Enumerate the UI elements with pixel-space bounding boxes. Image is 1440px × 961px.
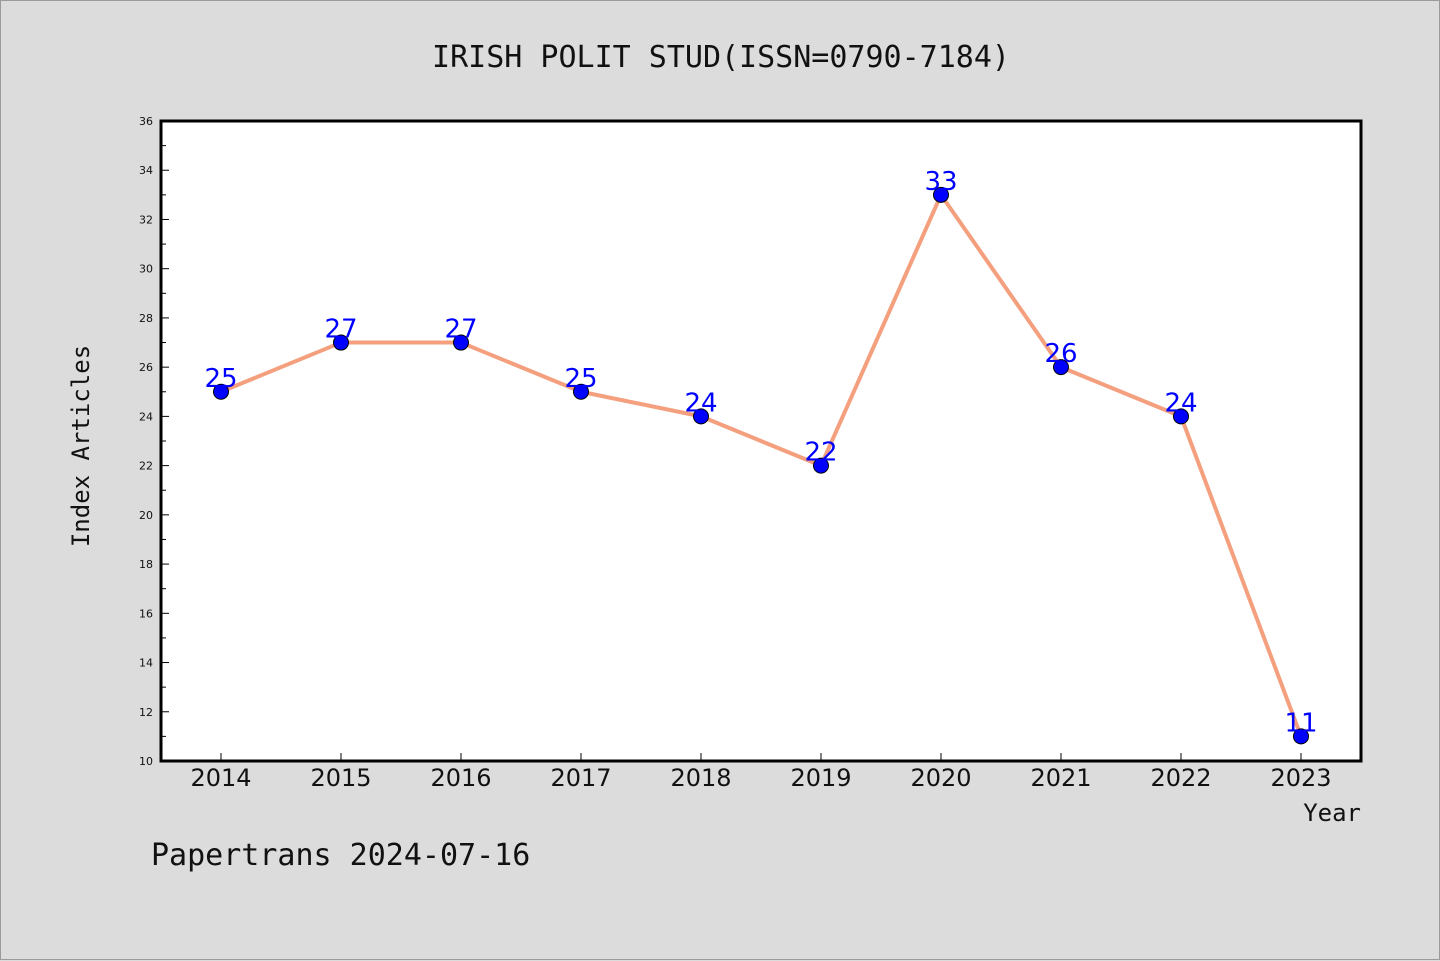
- x-tick-label: 2017: [550, 764, 611, 792]
- x-tick-label: 2021: [1030, 764, 1091, 792]
- footer-text: Papertrans 2024-07-16: [151, 838, 530, 873]
- x-tick-label: 2014: [190, 764, 251, 792]
- y-tick-label: 18: [139, 558, 153, 571]
- x-tick-label: 2019: [790, 764, 851, 792]
- y-tick-label: 26: [139, 361, 153, 374]
- y-tick-label: 12: [139, 706, 153, 719]
- y-tick-label: 10: [139, 755, 153, 768]
- x-tick-label: 2016: [430, 764, 491, 792]
- series-group: [213, 186, 1309, 745]
- plot-border: [159, 119, 1363, 763]
- x-axis-label: Year: [1303, 799, 1361, 827]
- y-tick-label: 14: [139, 657, 153, 670]
- data-point: [1173, 408, 1189, 425]
- y-tick-label: 22: [139, 460, 153, 473]
- data-label: 25: [204, 364, 237, 394]
- data-point: [693, 408, 709, 425]
- series-line: [220, 192, 1303, 738]
- y-tick-label: 36: [139, 115, 153, 128]
- data-point: [213, 383, 229, 400]
- chart-title: IRISH POLIT STUD(ISSN=0790-7184): [432, 40, 1010, 75]
- data-label: 26: [1044, 339, 1077, 369]
- data-label: 22: [804, 438, 837, 468]
- x-tick-label: 2022: [1150, 764, 1211, 792]
- y-tick-label: 34: [139, 164, 153, 177]
- y-axis-label: Index Articles: [67, 345, 95, 547]
- data-label: 24: [1164, 388, 1197, 418]
- data-label: 25: [564, 364, 597, 394]
- y-tick-label: 30: [139, 263, 153, 276]
- y-tick-label: 28: [139, 312, 153, 325]
- y-tick-label: 16: [139, 607, 153, 620]
- data-point: [1053, 359, 1069, 376]
- data-point: [1293, 728, 1309, 745]
- data-labels: 25 27 27 25 24 22 33 26 24 11: [204, 167, 1317, 739]
- data-label: 27: [324, 315, 357, 345]
- data-label: 33: [924, 167, 957, 197]
- x-tick-label: 2015: [310, 764, 371, 792]
- x-axis: 2014 2015 2016 2017 2018 2019 2020 2021 2022 2023: [190, 753, 1332, 792]
- data-label: 11: [1284, 708, 1317, 738]
- x-tick-label: 2023: [1270, 764, 1331, 792]
- data-point: [573, 383, 589, 400]
- data-label: 24: [684, 388, 717, 418]
- data-label: 27: [444, 315, 477, 345]
- y-tick-label: 24: [139, 410, 153, 423]
- data-point: [333, 334, 349, 351]
- data-point: [453, 334, 469, 351]
- y-axis: 10 12 14 16 18 20 22 24 26 28 30 32 34 36: [139, 115, 169, 768]
- y-tick-label: 32: [139, 213, 153, 226]
- y-tick-label: 20: [139, 509, 153, 522]
- x-tick-label: 2018: [670, 764, 731, 792]
- x-tick-label: 2020: [910, 764, 971, 792]
- data-point: [933, 186, 949, 203]
- data-point: [813, 457, 829, 474]
